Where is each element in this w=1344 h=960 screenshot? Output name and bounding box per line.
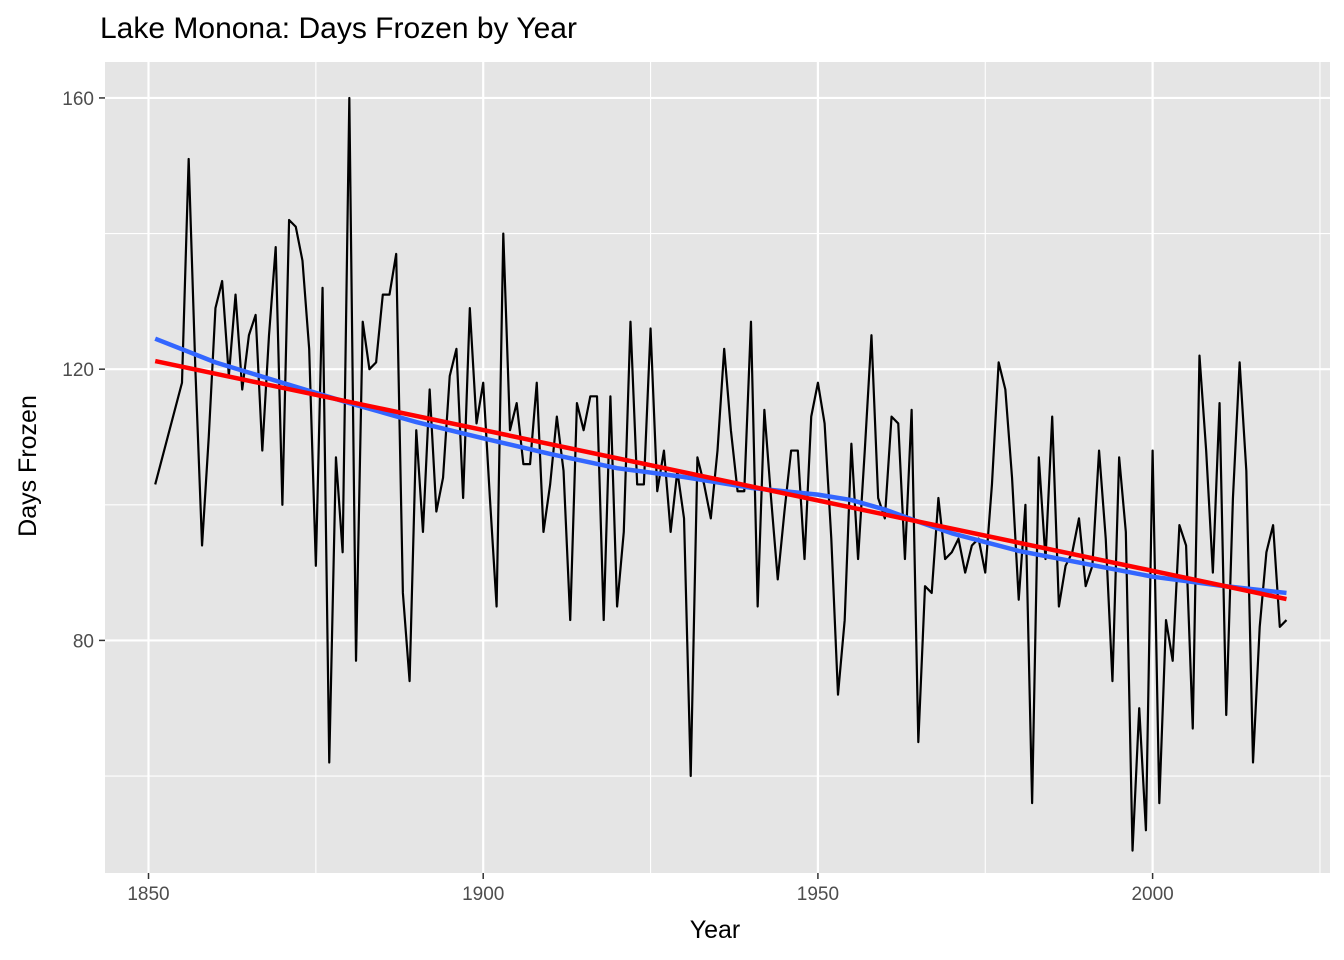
chart-title: Lake Monona: Days Frozen by Year: [100, 12, 577, 45]
y-tick-label: 160: [62, 89, 94, 110]
y-tick-label: 120: [62, 360, 94, 381]
x-tick-label: 1950: [797, 884, 839, 905]
y-axis-title: Days Frozen: [14, 395, 42, 537]
tick-labels: 1850 1900 1950 2000 80 120 160: [62, 89, 1173, 905]
axis-ticks: [99, 97, 1154, 879]
series-line-observed: [154, 96, 1288, 852]
plot-panel: [105, 62, 1330, 873]
x-tick-label: 2000: [1131, 884, 1173, 905]
x-axis-title: Year: [690, 916, 741, 944]
y-tick-label: 80: [73, 631, 94, 652]
series-layer: [154, 96, 1288, 852]
x-tick-label: 1900: [462, 884, 504, 905]
x-tick-label: 1850: [127, 884, 169, 905]
series-line-linear: [154, 358, 1287, 602]
